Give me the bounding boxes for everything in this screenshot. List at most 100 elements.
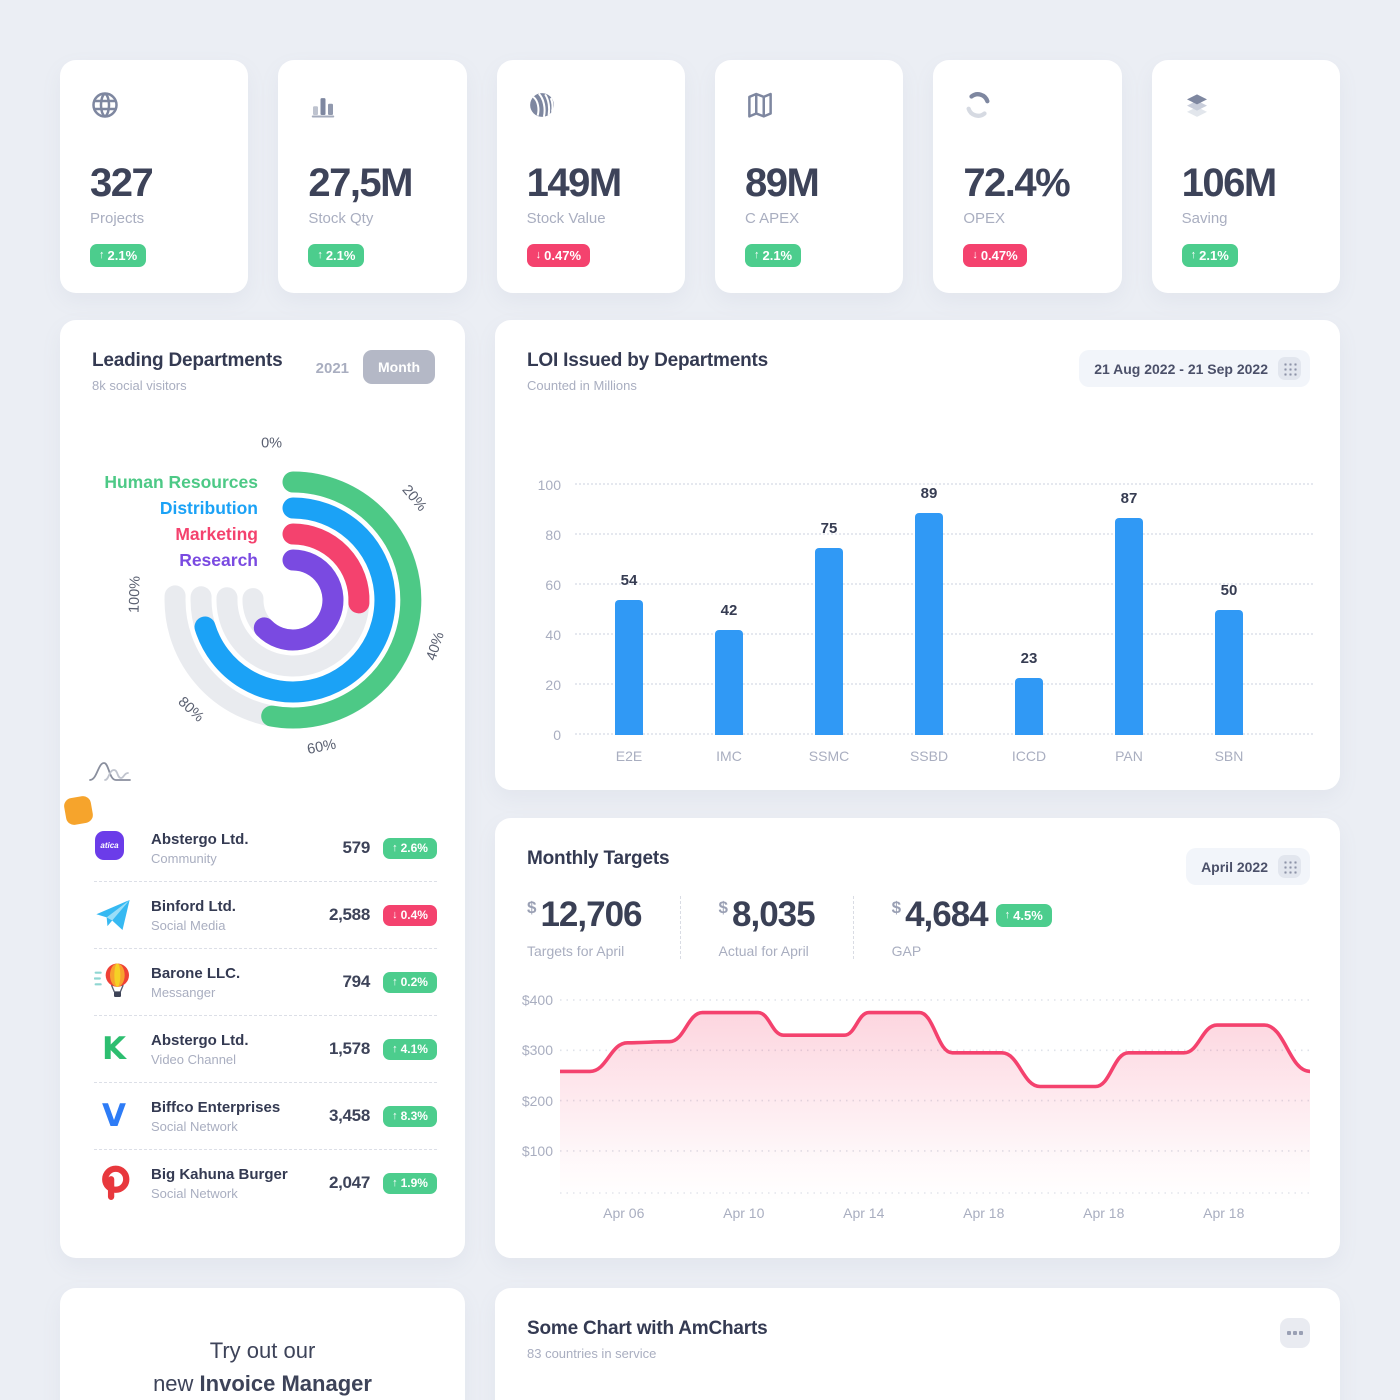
stat-label: Targets for April xyxy=(527,943,625,959)
card-title: Monthly Targets xyxy=(527,848,670,869)
layers-icon xyxy=(1182,90,1212,120)
bar-column: 50 xyxy=(1179,485,1279,735)
kpi-delta-badge: ↑ 2.1% xyxy=(308,244,365,267)
sync-icon xyxy=(963,90,993,120)
gridline xyxy=(575,483,1313,485)
channel-value: 3,458 xyxy=(328,1106,370,1125)
channel-delta-value: 4.1% xyxy=(400,1041,428,1056)
month-picker[interactable]: April 2022 xyxy=(1186,848,1310,885)
bar xyxy=(1215,610,1243,735)
channel-category: Video Channel xyxy=(151,1051,237,1067)
channel-name: Binford Ltd. xyxy=(151,897,236,915)
channel-category: Messanger xyxy=(151,984,216,1000)
trend-arrow-icon: ↑ xyxy=(392,1109,398,1122)
trend-arrow-icon: ↑ xyxy=(1190,249,1197,261)
date-range-picker[interactable]: 21 Aug 2022 - 21 Sep 2022 xyxy=(1079,350,1310,387)
bar-column: 89 xyxy=(879,485,979,735)
trend-arrow-icon: ↑ xyxy=(317,249,323,261)
trend-arrow-icon: ↑ xyxy=(753,249,760,261)
bar-column: 42 xyxy=(679,485,779,735)
more-options-button[interactable] xyxy=(1280,1318,1310,1348)
y-axis-tick: 40 xyxy=(545,627,561,643)
kpi-card: 149M Stock Value ↓ 0.47% xyxy=(496,60,685,293)
promo-line1: Try out our xyxy=(209,1338,316,1363)
bar-value-label: 89 xyxy=(920,484,938,502)
x-axis-tick: Apr 18 xyxy=(1083,1205,1125,1221)
kpi-value: 89M xyxy=(744,161,820,205)
bar xyxy=(615,600,643,735)
kpi-label: OPEX xyxy=(963,210,1005,227)
calendar-grid-icon xyxy=(1278,357,1301,380)
bar xyxy=(715,630,743,735)
card-title: Leading Departments xyxy=(92,350,283,371)
loi-bars: 54 42 75 89 23 87 50 xyxy=(579,485,1279,735)
channel-text: Big Kahuna Burger Social Network xyxy=(151,1166,329,1201)
channel-logo-icon: V xyxy=(102,1098,126,1134)
kpi-delta-badge: ↑ 2.1% xyxy=(90,244,147,267)
promo-line2: new Invoice Manager xyxy=(60,1371,465,1397)
channel-delta-value: 2.6% xyxy=(400,840,428,855)
channel-row[interactable]: Binford Ltd. Social Media 2,588 ↓ 0.4% xyxy=(94,882,437,949)
kpi-card: 27,5M Stock Qty ↑ 2.1% xyxy=(278,60,467,293)
channel-delta-badge: ↑ 2.6% xyxy=(383,837,437,859)
card-subtitle: 83 countries in service xyxy=(527,1346,657,1361)
bar xyxy=(915,512,943,735)
promo-line2-bold: Invoice Manager xyxy=(199,1371,372,1396)
trend-arrow-icon: ↓ xyxy=(972,249,978,261)
kpi-label: Projects xyxy=(90,210,145,227)
x-axis-tick: Apr 14 xyxy=(843,1205,885,1221)
trend-arrow-icon: ↑ xyxy=(1004,909,1011,921)
trend-arrow-icon: ↓ xyxy=(392,908,398,921)
kpi-delta-value: 2.1% xyxy=(762,248,793,263)
y-axis-tick: 80 xyxy=(545,527,561,543)
y-axis-tick: $300 xyxy=(521,1042,553,1059)
channel-text: Abstergo Ltd. Community xyxy=(151,831,343,866)
stat-label: GAP xyxy=(891,943,922,959)
x-axis-tick: Apr 18 xyxy=(1203,1205,1245,1221)
radial-axis-tick: 40% xyxy=(424,630,448,663)
month-picker-value: April 2022 xyxy=(1201,858,1268,875)
x-axis-tick: IMC xyxy=(716,748,742,764)
date-range-value: 21 Aug 2022 - 21 Sep 2022 xyxy=(1094,360,1268,377)
x-axis-tick: Apr 18 xyxy=(963,1205,1005,1221)
bar-column: 87 xyxy=(1079,485,1179,735)
channel-logo-icon: atica xyxy=(62,794,136,869)
radial-axis-tick: 20% xyxy=(399,482,430,515)
channel-logo-icon: K xyxy=(101,1031,127,1067)
channel-row[interactable]: K Abstergo Ltd. Video Channel 1,578 ↑ 4.… xyxy=(94,1016,437,1083)
month-period-button[interactable]: Month xyxy=(363,350,435,384)
kpi-label: C APEX xyxy=(744,210,800,227)
channel-text: Abstergo Ltd. Video Channel xyxy=(151,1032,329,1067)
bar-value-label: 23 xyxy=(1020,649,1038,667)
channel-delta-badge: ↑ 4.1% xyxy=(383,1038,437,1060)
kpi-delta-value: 2.1% xyxy=(107,248,138,263)
invoice-promo-card: Try out our new Invoice Manager xyxy=(60,1288,465,1400)
channel-value: 2,588 xyxy=(328,905,370,924)
radial-category-label: Distribution xyxy=(160,498,258,518)
kpi-value: 106M xyxy=(1181,161,1278,205)
x-axis-tick: ICCD xyxy=(1011,748,1047,764)
channel-category: Social Network xyxy=(151,1185,238,1201)
trend-arrow-icon: ↑ xyxy=(392,841,398,854)
kpi-delta-badge: ↑ 2.1% xyxy=(744,244,802,267)
channel-category: Social Media xyxy=(151,917,226,933)
channel-row[interactable]: V Biffco Enterprises Social Network 3,45… xyxy=(94,1083,437,1150)
channel-category: Community xyxy=(151,850,217,866)
channel-row[interactable]: Big Kahuna Burger Social Network 2,047 ↑… xyxy=(94,1150,437,1216)
bar-column: 75 xyxy=(779,485,879,735)
kpi-value: 27,5M xyxy=(308,161,413,205)
channel-row[interactable]: Barone LLC. Messanger 794 ↑ 0.2% xyxy=(93,949,437,1016)
kpi-delta-value: 0.47% xyxy=(544,248,582,263)
targets-x-axis: Apr 06 Apr 10 Apr 14 Apr 18 Apr 18 Apr 18 xyxy=(560,1205,1310,1223)
channel-text: Binford Ltd. Social Media xyxy=(151,898,329,933)
kpi-value: 149M xyxy=(526,161,623,205)
currency-symbol: $ xyxy=(718,898,728,917)
channel-row[interactable]: atica Abstergo Ltd. Community 579 ↑ 2.6% xyxy=(62,794,437,882)
channel-delta-badge: ↑ 0.2% xyxy=(383,971,437,993)
bar-value-label: 54 xyxy=(620,572,638,589)
channel-name: Biffco Enterprises xyxy=(151,1098,281,1116)
y-axis-tick: $400 xyxy=(521,992,553,1008)
channel-delta-badge: ↑ 1.9% xyxy=(383,1172,437,1194)
card-subtitle: 8k social visitors xyxy=(92,378,187,393)
gridline xyxy=(575,633,1313,635)
